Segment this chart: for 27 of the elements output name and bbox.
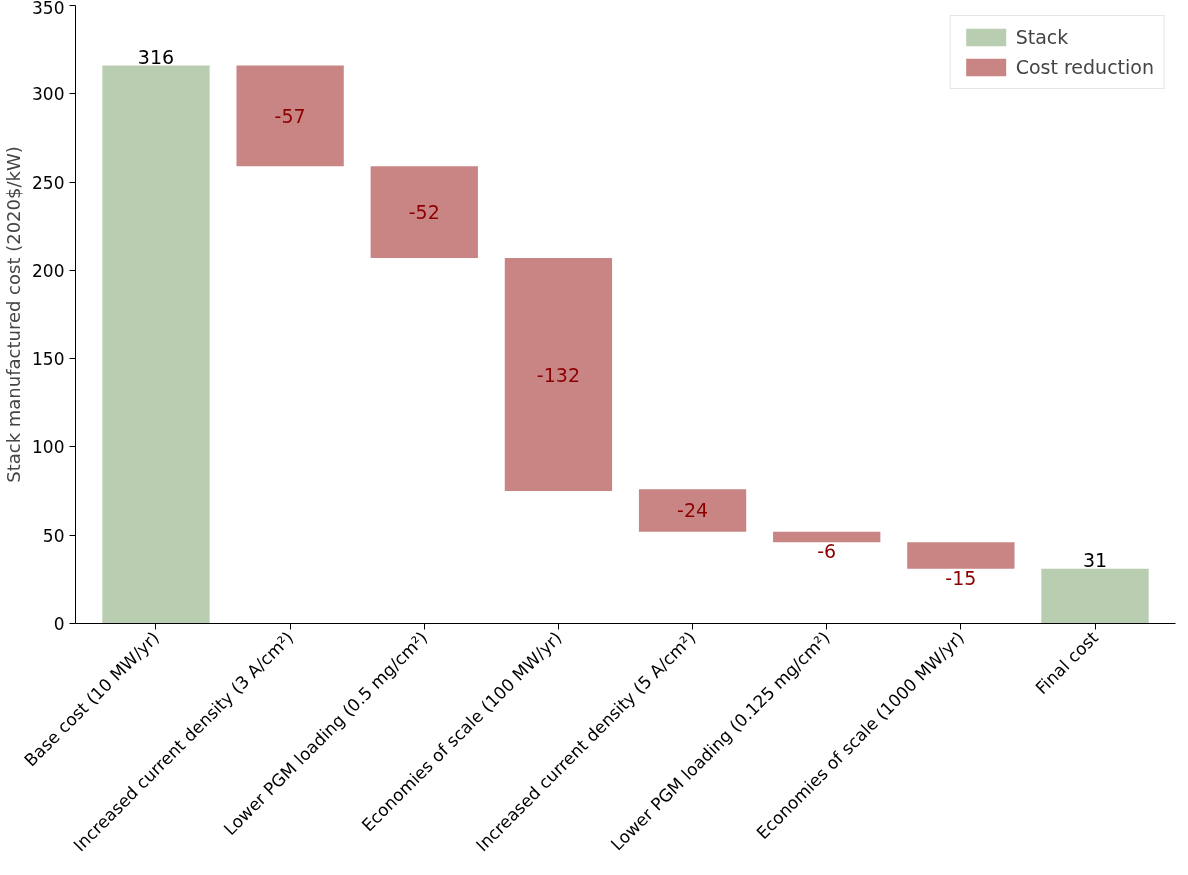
data-label: -57 [274,104,306,127]
legend-label: Stack [1015,26,1069,48]
data-label: -52 [408,201,440,224]
data-label: -132 [536,363,580,386]
y-tick-label: 200 [32,260,65,281]
y-tick-label: 300 [32,84,65,105]
bar [236,65,344,167]
y-tick-label: 250 [32,172,65,193]
y-axis-title: Stack manufactured cost (2020$/kW) [3,146,25,483]
data-label: 316 [137,45,175,68]
y-tick-label: 100 [32,437,65,458]
bar [638,489,747,532]
bar [504,258,613,492]
bar [907,542,1015,569]
data-label: -24 [677,499,709,522]
y-tick-label: 350 [32,0,65,18]
data-label: -6 [817,540,837,563]
y-tick-label: 50 [42,525,65,546]
bar [370,166,478,258]
y-tick-label: 150 [32,349,65,370]
legend-label: Cost reduction [1015,56,1154,78]
data-label: -15 [945,566,977,589]
bar [1041,568,1149,624]
bar [773,531,881,543]
y-tick-label: 0 [53,614,65,634]
bar [102,65,210,624]
data-label: 31 [1082,549,1108,571]
